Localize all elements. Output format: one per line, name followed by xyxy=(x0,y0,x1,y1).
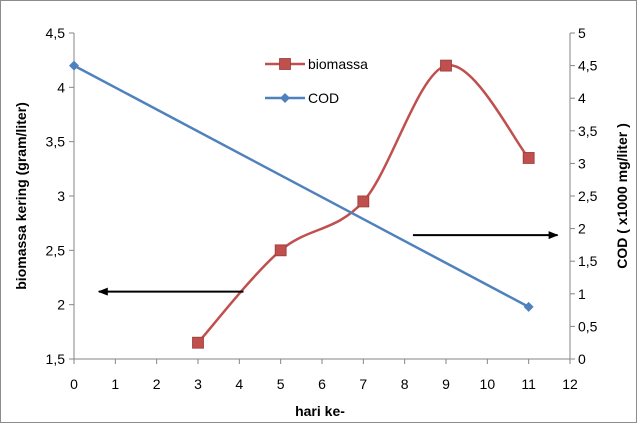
x-tick-label: 3 xyxy=(194,376,202,392)
right-y-tick-label: 4,5 xyxy=(578,58,598,74)
right-y-tick-label: 2,5 xyxy=(578,188,598,204)
x-tick-label: 10 xyxy=(480,376,496,392)
legend-cod-label: COD xyxy=(308,90,339,106)
cod-data-point xyxy=(523,301,534,312)
right-y-tick-label: 1,5 xyxy=(578,253,598,269)
x-tick-label: 6 xyxy=(318,376,326,392)
x-tick-label: 8 xyxy=(401,376,409,392)
x-tick-label: 7 xyxy=(359,376,367,392)
left-y-axis-title: biomassa kering (gram/liter) xyxy=(13,102,29,290)
left-y-tick-label: 2,5 xyxy=(46,242,66,258)
left-y-tick-label: 3,5 xyxy=(46,134,66,150)
x-tick-label: 1 xyxy=(111,376,119,392)
x-tick-label: 0 xyxy=(70,376,78,392)
x-tick-label: 2 xyxy=(153,376,161,392)
cod-series-line xyxy=(73,64,530,308)
x-axis-title: hari ke- xyxy=(295,403,345,419)
x-tick-label: 9 xyxy=(442,376,450,392)
plot-area: 1,522,533,544,500,511,522,533,544,550 1 2 3… xyxy=(46,25,598,392)
legend-biomassa-label: biomassa xyxy=(308,56,368,72)
legend-biomassa-marker xyxy=(279,58,291,70)
left-y-tick-label: 4 xyxy=(57,79,65,95)
right-y-tick-label: 0 xyxy=(578,351,586,367)
right-y-tick-label: 1 xyxy=(578,286,586,302)
left-y-tick-label: 2 xyxy=(57,297,65,313)
right-y-axis-title: COD ( x1000 mg/liter ) xyxy=(614,123,630,269)
biomassa-data-point xyxy=(357,195,370,208)
left-y-tick-label: 1,5 xyxy=(46,351,66,367)
legend: biomassa COD xyxy=(265,56,368,106)
left-y-tick-label: 3 xyxy=(57,188,65,204)
x-tick-label: 4 xyxy=(235,376,243,392)
right-y-tick-label: 3,5 xyxy=(578,123,598,139)
legend-cod-marker xyxy=(280,93,290,103)
biomassa-data-point xyxy=(192,336,204,349)
left-y-tick-label: 4,5 xyxy=(46,25,66,41)
right-y-tick-label: 3 xyxy=(578,155,586,171)
x-tick-label: 11 xyxy=(521,376,536,392)
x-tick-label: 5 xyxy=(277,376,285,392)
biomassa-data-point xyxy=(274,244,287,257)
cod-data-point xyxy=(69,60,79,71)
right-y-tick-label: 0,5 xyxy=(578,318,598,334)
right-y-tick-label: 2 xyxy=(578,221,586,237)
right-y-tick-label: 4 xyxy=(578,90,586,106)
biomassa-data-point xyxy=(440,59,452,72)
right-y-tick-label: 5 xyxy=(578,25,586,41)
x-tick-label: 12 xyxy=(562,376,578,392)
biomassa-data-point xyxy=(522,152,535,164)
